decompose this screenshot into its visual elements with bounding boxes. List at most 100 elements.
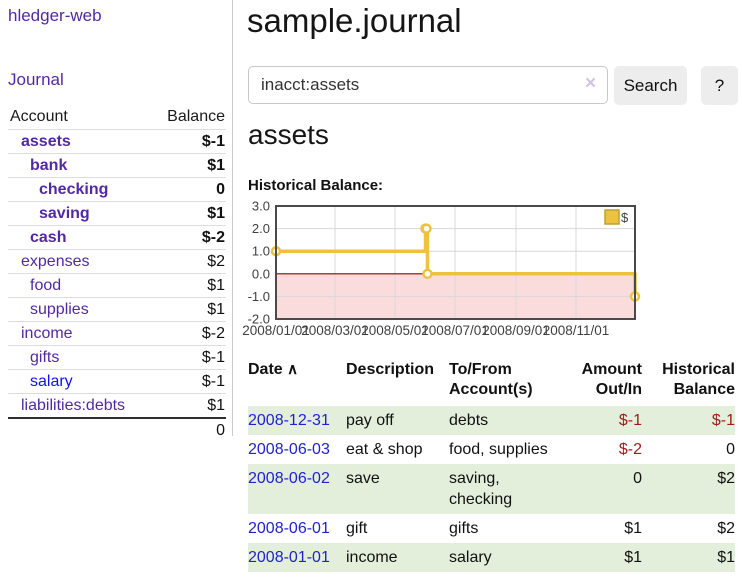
- transaction-balance: $2: [717, 520, 735, 537]
- account-row: food $1: [8, 273, 226, 298]
- transaction-accounts: debts: [449, 412, 489, 429]
- account-balance: $1: [151, 393, 226, 418]
- account-row: assets $-1: [8, 129, 226, 154]
- accounts-total-row: 0: [8, 417, 226, 442]
- transaction-description: income: [346, 549, 398, 566]
- svg-text:1.0: 1.0: [252, 244, 270, 259]
- accounts-table-header-row: Account Balance: [8, 105, 226, 130]
- transaction-description: gift: [346, 520, 368, 537]
- clear-search-icon[interactable]: ×: [585, 73, 597, 94]
- svg-text:$: $: [621, 210, 629, 225]
- account-balance: $-1: [151, 369, 226, 394]
- search-button[interactable]: Search: [614, 66, 687, 105]
- account-cell: assets: [8, 129, 152, 154]
- transaction-balance: $-1: [711, 412, 735, 429]
- transaction-accounts: salary: [449, 549, 492, 566]
- account-balance: $2: [151, 249, 226, 274]
- transaction-date-cell: 2008-12-31: [248, 406, 346, 435]
- transaction-row: 2008-01-01 income salary $1 $1: [248, 543, 735, 572]
- account-balance: $-1: [151, 345, 226, 370]
- account-row: bank $1: [8, 153, 226, 178]
- account-balance: $1: [151, 201, 226, 226]
- column-header-date-label: Date: [248, 361, 283, 378]
- svg-text:2008/05/01: 2008/05/01: [361, 323, 429, 338]
- account-cell: income: [8, 321, 152, 346]
- account-link[interactable]: food: [30, 277, 62, 294]
- account-cell: saving: [8, 201, 152, 226]
- account-balance: $-2: [151, 321, 226, 346]
- accounts-header-account: Account: [10, 108, 68, 125]
- transaction-accounts: saving, checking: [449, 470, 513, 508]
- search-bar: × Search ?: [248, 66, 738, 106]
- account-cell: expenses: [8, 249, 152, 274]
- sort-ascending-icon: ∧: [287, 361, 299, 378]
- transaction-row: 2008-06-01 gift gifts $1 $2: [248, 514, 735, 543]
- account-link[interactable]: saving: [39, 205, 90, 222]
- column-header-accounts: To/From Account(s): [449, 361, 533, 398]
- account-link[interactable]: income: [21, 325, 73, 342]
- account-link[interactable]: bank: [30, 157, 68, 174]
- account-link[interactable]: gifts: [30, 349, 60, 366]
- svg-text:0.0: 0.0: [252, 266, 270, 281]
- account-link[interactable]: expenses: [21, 253, 90, 270]
- account-link[interactable]: cash: [30, 229, 67, 246]
- accounts-header-balance: Balance: [167, 108, 225, 125]
- transaction-date-link[interactable]: 2008-12-31: [248, 412, 330, 429]
- sidebar-item-journal[interactable]: Journal: [8, 70, 64, 89]
- transaction-row: 2008-12-31 pay off debts $-1 $-1: [248, 406, 735, 435]
- transaction-amount: $1: [624, 520, 642, 537]
- svg-text:3.0: 3.0: [252, 199, 270, 214]
- account-balance: $-2: [151, 225, 226, 250]
- help-button[interactable]: ?: [701, 66, 738, 105]
- transaction-date-link[interactable]: 2008-06-03: [248, 441, 330, 458]
- account-link[interactable]: checking: [39, 181, 109, 198]
- svg-text:2008/07/01: 2008/07/01: [421, 323, 489, 338]
- account-cell: bank: [8, 153, 152, 178]
- account-link[interactable]: assets: [21, 133, 71, 150]
- transaction-date-link[interactable]: 2008-06-02: [248, 470, 330, 487]
- account-row: liabilities:debts $1: [8, 393, 226, 418]
- svg-text:2.0: 2.0: [252, 221, 270, 236]
- page-title: sample.journal: [247, 2, 462, 39]
- register-table-body: 2008-12-31 pay off debts $-1 $-1 2008-06…: [248, 406, 735, 572]
- account-link[interactable]: salary: [30, 373, 73, 390]
- transaction-date-link[interactable]: 2008-06-01: [248, 520, 330, 537]
- historical-balance-chart-svg: $3.0 2.0 1.0 0.0 -1.0 -2.02008/01/012008/03/0…: [242, 199, 641, 338]
- account-heading: assets: [248, 119, 329, 150]
- transaction-balance: $1: [717, 549, 735, 566]
- svg-text:-1.0: -1.0: [248, 289, 270, 304]
- transaction-row: 2008-06-03 eat & shop food, supplies $-2…: [248, 435, 735, 464]
- app-brand-link[interactable]: hledger-web: [8, 6, 102, 25]
- account-row: cash $-2: [8, 225, 226, 250]
- account-cell: food: [8, 273, 152, 298]
- search-input[interactable]: [248, 66, 608, 104]
- account-cell: liabilities:debts: [8, 393, 152, 418]
- transaction-date-cell: 2008-06-01: [248, 514, 346, 543]
- account-balance: 0: [151, 177, 226, 202]
- svg-text:2008/11/01: 2008/11/01: [543, 323, 610, 338]
- transaction-description: eat & shop: [346, 441, 423, 458]
- transaction-accounts: food, supplies: [449, 441, 548, 458]
- column-header-date[interactable]: Date ∧: [248, 358, 346, 406]
- account-balance: $-1: [151, 129, 226, 154]
- account-link[interactable]: liabilities:debts: [21, 397, 126, 414]
- account-cell: checking: [8, 177, 152, 202]
- transaction-balance: $2: [717, 470, 735, 487]
- column-header-balance: Historical Balance: [662, 361, 735, 398]
- transaction-description: save: [346, 470, 380, 487]
- accounts-table: Account Balance assets $-1 bank $1 check…: [8, 105, 226, 442]
- transaction-description: pay off: [346, 412, 394, 429]
- account-row: checking 0: [8, 177, 226, 202]
- svg-text:2008/01/01: 2008/01/01: [242, 323, 310, 338]
- account-row: saving $1: [8, 201, 226, 226]
- transaction-date-cell: 2008-06-03: [248, 435, 346, 464]
- account-row: salary $-1: [8, 369, 226, 394]
- register-table: Date ∧ Description To/From Account(s) Am…: [248, 358, 735, 572]
- account-balance: $1: [151, 153, 226, 178]
- account-link[interactable]: supplies: [30, 301, 89, 318]
- account-row: supplies $1: [8, 297, 226, 322]
- transaction-date-link[interactable]: 2008-01-01: [248, 549, 330, 566]
- transaction-amount: 0: [633, 470, 642, 487]
- account-balance: $1: [151, 273, 226, 298]
